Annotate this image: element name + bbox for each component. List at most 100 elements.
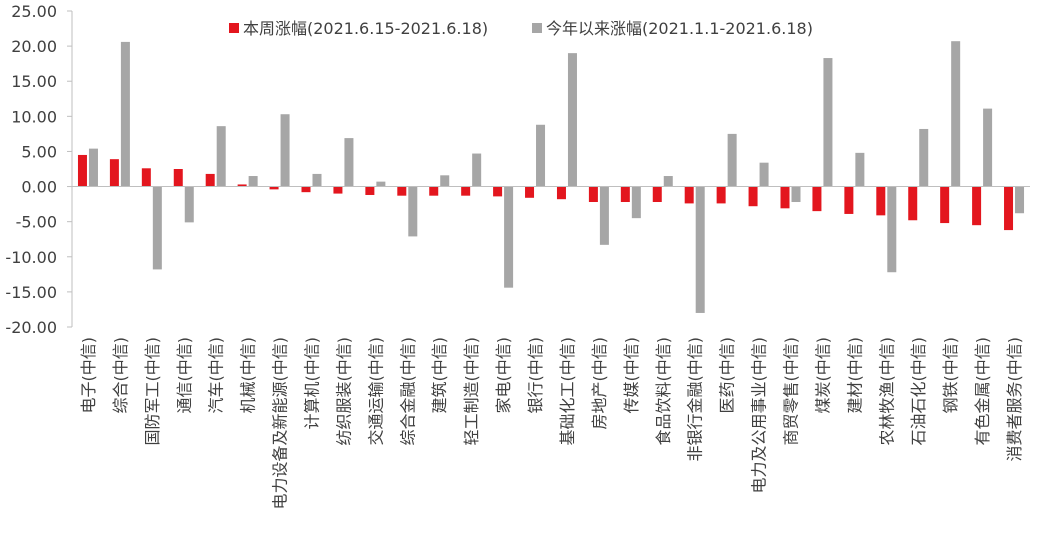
x-category-label: 电子(中信) (79, 337, 98, 414)
y-tick-label: 20.00 (11, 37, 57, 56)
bar-weekly (908, 186, 918, 221)
bar-ytd (216, 126, 226, 187)
y-tick-label: -15.00 (5, 283, 57, 302)
bar-ytd (88, 148, 98, 187)
bar-weekly (716, 186, 726, 204)
x-category-label: 家电(中信) (494, 337, 513, 414)
bar-weekly (173, 169, 183, 187)
bar-ytd (408, 186, 418, 237)
bar-ytd (631, 186, 641, 219)
bar-ytd (344, 138, 354, 187)
x-category-label: 基础化工(中信) (558, 337, 577, 446)
bar-weekly (493, 186, 503, 197)
bar-weekly (844, 186, 854, 214)
x-category-label: 钢铁(中信) (941, 337, 960, 414)
bar-weekly (333, 186, 343, 194)
y-tick-label: 25.00 (11, 2, 57, 21)
y-tick-label: -20.00 (5, 318, 57, 337)
bar-ytd (951, 41, 961, 187)
x-category-label: 轻工制造(中信) (462, 337, 481, 446)
x-category-label: 传媒(中信) (622, 337, 641, 414)
y-tick-label: 0.00 (21, 178, 57, 197)
x-category-label: 消费者服务(中信) (1005, 337, 1024, 462)
bar-ytd (280, 114, 290, 187)
legend: 本周涨幅(2021.6.15-2021.6.18) 今年以来涨幅(2021.1.… (229, 19, 813, 38)
x-category-label: 纺织服装(中信) (334, 337, 353, 446)
bar-ytd (791, 186, 801, 203)
bar-weekly (237, 184, 247, 187)
bar-weekly (940, 186, 950, 224)
x-category-label: 建筑(中信) (430, 337, 449, 414)
x-category-label: 电力及公用事业(中信) (750, 337, 769, 494)
y-axis: 25.00 20.00 15.00 10.00 5.00 0.00 -5.00 -10.00 -… (5, 2, 73, 337)
bar-ytd (887, 186, 897, 273)
bar-ytd (919, 128, 929, 187)
x-category-label: 通信(中信) (175, 337, 194, 414)
bar-ytd (855, 152, 865, 187)
x-category-label: 综合(中信) (111, 337, 130, 414)
x-category-label: 银行(中信) (526, 337, 545, 414)
x-category-label: 计算机(中信) (303, 337, 322, 430)
y-tick-label: -5.00 (16, 213, 57, 232)
x-axis: 电子(中信) 综合(中信) 国防军工(中信) 通信(中信) 汽车(中信) 机械(中信) 电力… (72, 186, 1030, 510)
bar-weekly (365, 186, 375, 195)
x-category-label: 建材(中信) (845, 337, 864, 414)
bar-ytd (727, 133, 737, 187)
bar-weekly (588, 186, 598, 203)
bar-weekly (269, 186, 279, 190)
bar-weekly (556, 186, 566, 200)
y-tick-label: 5.00 (21, 142, 57, 161)
y-tick-label: -10.00 (5, 248, 57, 267)
legend-label-ytd: 今年以来涨幅(2021.1.1-2021.6.18) (546, 19, 813, 38)
bar-weekly (205, 173, 215, 187)
x-category-label: 食品饮料(中信) (654, 337, 673, 446)
bar-weekly (972, 186, 982, 226)
bar-weekly (77, 154, 87, 187)
y-tick-label: 15.00 (11, 72, 57, 91)
bar-ytd (759, 162, 769, 187)
bar-ytd (983, 108, 993, 187)
legend-swatch-ytd (532, 23, 542, 33)
bar-ytd (152, 186, 162, 270)
bar-ytd (536, 124, 546, 187)
bars (77, 41, 1025, 313)
bar-weekly (461, 186, 471, 196)
bar-weekly (812, 186, 822, 212)
x-category-label: 综合金融(中信) (398, 337, 417, 446)
bar-ytd (1015, 186, 1025, 214)
bar-weekly (684, 186, 694, 204)
bar-weekly (301, 186, 311, 193)
x-category-label: 交通运输(中信) (366, 337, 385, 446)
bar-weekly (429, 186, 439, 196)
bar-weekly (652, 186, 662, 203)
x-category-label: 电力设备及新能源(中信) (271, 337, 290, 510)
x-category-label: 非银行金融(中信) (686, 337, 705, 462)
x-category-label: 商贸零售(中信) (782, 337, 801, 446)
x-category-label: 医药(中信) (718, 337, 737, 414)
bar-weekly (109, 159, 119, 187)
x-category-label: 房地产(中信) (590, 337, 609, 430)
x-category-label: 农林牧渔(中信) (877, 337, 896, 446)
bar-ytd (440, 175, 450, 187)
bar-ytd (823, 58, 833, 187)
bar-ytd (567, 53, 577, 187)
x-category-label: 国防军工(中信) (143, 337, 162, 446)
bar-weekly (876, 186, 886, 216)
bar-ytd (472, 153, 482, 187)
bar-ytd (599, 186, 609, 245)
bar-weekly (620, 186, 630, 203)
bar-weekly (780, 186, 790, 209)
x-category-label: 煤炭(中信) (813, 337, 832, 414)
x-category-label: 有色金属(中信) (973, 337, 992, 446)
bar-ytd (312, 173, 322, 187)
bar-ytd (248, 176, 258, 187)
bar-ytd (504, 186, 514, 288)
bar-ytd (695, 186, 705, 313)
legend-label-weekly: 本周涨幅(2021.6.15-2021.6.18) (243, 19, 488, 38)
x-category-label: 机械(中信) (239, 337, 258, 414)
bar-ytd (184, 186, 194, 223)
bar-weekly (748, 186, 758, 207)
bar-weekly (525, 186, 535, 198)
